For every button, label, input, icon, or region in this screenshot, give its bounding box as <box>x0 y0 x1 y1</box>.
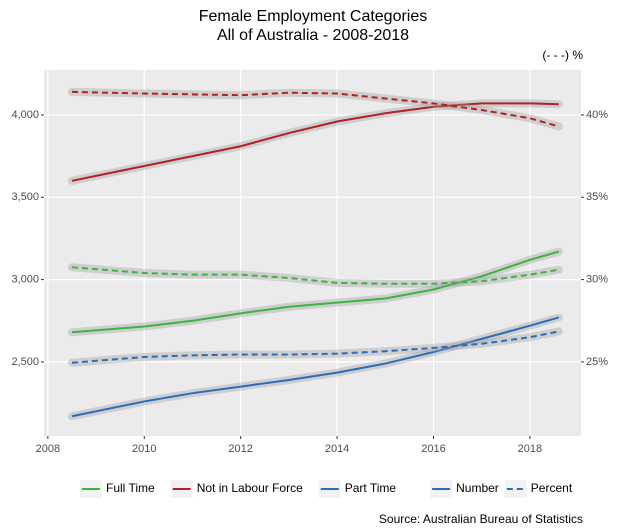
legend-label: Full Time <box>106 481 155 495</box>
y2-tick-label: 30% <box>586 273 608 285</box>
y2-tick-label: 25% <box>586 356 608 368</box>
y-tick-label: 2,500 <box>11 356 39 368</box>
legend-key <box>504 480 527 498</box>
chart-title: Female Employment Categories <box>199 8 428 25</box>
percent-line <box>71 90 560 128</box>
x-tick-label: 2012 <box>228 443 252 455</box>
legend-label: Part Time <box>345 481 397 495</box>
legend-label: Number <box>456 481 499 495</box>
x-tick-label: 2008 <box>36 443 60 455</box>
percent-line <box>71 266 559 285</box>
x-tick-label: 2010 <box>132 443 156 455</box>
y-tick-label: 3,000 <box>11 273 39 285</box>
legend-label: Percent <box>531 481 573 495</box>
number-line <box>71 102 559 182</box>
caption: Source: Australian Bureau of Statistics <box>379 512 583 526</box>
percent-line <box>71 330 560 364</box>
y2-tick-label: 40% <box>586 109 608 121</box>
number-line <box>71 316 560 418</box>
x-tick-label: 2018 <box>518 443 542 455</box>
y-tick-label: 4,000 <box>11 109 39 121</box>
x-tick-label: 2016 <box>421 443 445 455</box>
x-tick-label: 2014 <box>325 443 349 455</box>
number-line <box>71 250 560 334</box>
y-tick-label: 3,500 <box>11 191 39 203</box>
y2-axis-label: (- - -) % <box>542 48 583 62</box>
legend-label: Not in Labour Force <box>197 481 303 495</box>
chart-subtitle: All of Australia - 2008-2018 <box>217 27 409 44</box>
y2-tick-label: 35% <box>586 191 608 203</box>
plot-background <box>44 70 581 436</box>
